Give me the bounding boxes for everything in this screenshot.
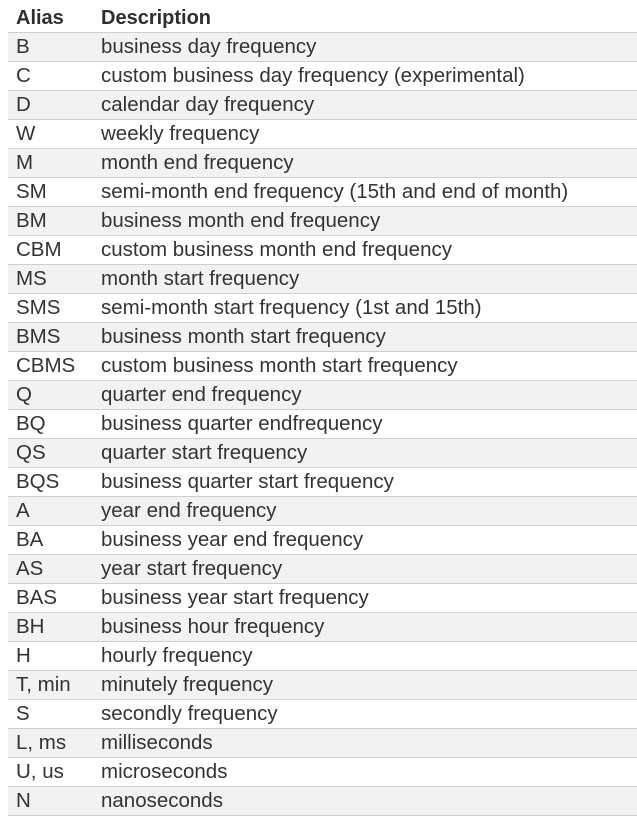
alias-cell: BA [8,525,93,555]
table-row: U, us microseconds [8,757,637,787]
alias-cell: CBM [8,235,93,265]
alias-cell: B [8,32,93,62]
alias-cell: T, min [8,670,93,700]
description-cell: hourly frequency [93,641,637,671]
description-cell: business month end frequency [93,206,637,236]
description-cell: custom business month end frequency [93,235,637,265]
table-row: BH business hour frequency [8,612,637,642]
description-cell: secondly frequency [93,699,637,729]
description-cell: semi-month end frequency (15th and end o… [93,177,637,207]
description-cell: year start frequency [93,554,637,584]
header-row: Alias Description [8,4,637,33]
alias-cell: CBMS [8,351,93,381]
table-row: CBM custom business month end frequency [8,235,637,265]
alias-cell: W [8,119,93,149]
description-cell: quarter end frequency [93,380,637,410]
alias-cell: U, us [8,757,93,787]
table-row: BQ business quarter endfrequency [8,409,637,439]
alias-cell: BM [8,206,93,236]
alias-cell: C [8,61,93,91]
alias-cell: BMS [8,322,93,352]
alias-cell: D [8,90,93,120]
description-cell: custom business month start frequency [93,351,637,381]
alias-cell: SMS [8,293,93,323]
table-row: BMS business month start frequency [8,322,637,352]
alias-cell: Q [8,380,93,410]
table-row: BAS business year start frequency [8,583,637,613]
alias-cell: BQS [8,467,93,497]
description-cell: microseconds [93,757,637,787]
description-cell: custom business day frequency (experimen… [93,61,637,91]
description-cell: quarter start frequency [93,438,637,468]
table-row: T, min minutely frequency [8,670,637,700]
table-row: CBMS custom business month start frequenc… [8,351,637,381]
description-cell: business quarter start frequency [93,467,637,497]
table-header: Alias Description [8,4,637,33]
table-row: AS year start frequency [8,554,637,584]
table-row: L, ms milliseconds [8,728,637,758]
alias-cell: SM [8,177,93,207]
table-row: SM semi-month end frequency (15th and end… [8,177,637,207]
alias-cell: BH [8,612,93,642]
column-header-alias: Alias [8,4,93,33]
alias-cell: QS [8,438,93,468]
description-cell: minutely frequency [93,670,637,700]
description-cell: semi-month start frequency (1st and 15th… [93,293,637,323]
alias-cell: M [8,148,93,178]
alias-cell: H [8,641,93,671]
table-row: QS quarter start frequency [8,438,637,468]
description-cell: business day frequency [93,32,637,62]
alias-cell: AS [8,554,93,584]
table-row: BA business year end frequency [8,525,637,555]
description-cell: business year end frequency [93,525,637,555]
description-cell: month end frequency [93,148,637,178]
description-cell: business quarter endfrequency [93,409,637,439]
description-cell: business year start frequency [93,583,637,613]
description-cell: business month start frequency [93,322,637,352]
table-row: SMS semi-month start frequency (1st and 1… [8,293,637,323]
alias-cell: S [8,699,93,729]
description-cell: business hour frequency [93,612,637,642]
description-cell: weekly frequency [93,119,637,149]
alias-cell: N [8,786,93,816]
alias-cell: L, ms [8,728,93,758]
description-cell: nanoseconds [93,786,637,816]
alias-cell: A [8,496,93,526]
column-header-description: Description [93,4,637,33]
table-row: MS month start frequency [8,264,637,294]
description-cell: year end frequency [93,496,637,526]
table-row: BM business month end frequency [8,206,637,236]
alias-cell: MS [8,264,93,294]
description-cell: calendar day frequency [93,90,637,120]
description-cell: milliseconds [93,728,637,758]
alias-cell: BQ [8,409,93,439]
table-row: BQS business quarter start frequency [8,467,637,497]
alias-cell: BAS [8,583,93,613]
description-cell: month start frequency [93,264,637,294]
